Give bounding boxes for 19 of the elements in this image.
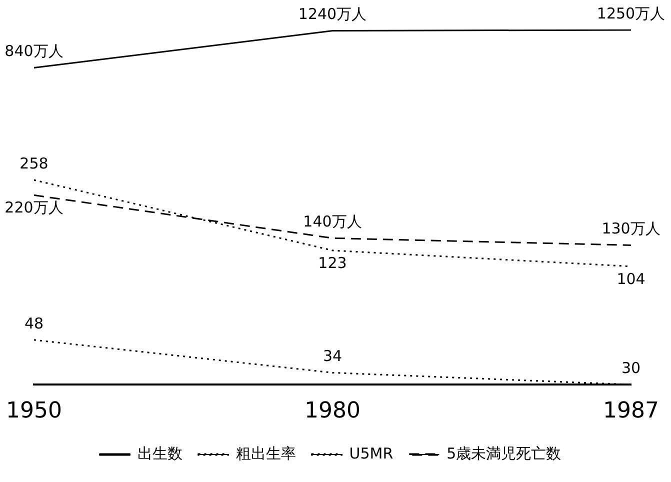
legend-label: 5歳未満児死亡数 [446, 444, 562, 462]
legend-label: 出生数 [137, 444, 182, 462]
data-label: 840万人 [4, 42, 64, 60]
data-label: 220万人 [4, 198, 64, 217]
data-label: 1240万人 [298, 5, 367, 24]
data-label: 30 [621, 358, 641, 377]
x-tick-label: 1950 [6, 398, 62, 424]
x-tick-label: 1980 [304, 398, 360, 424]
data-label: 123 [318, 254, 347, 272]
legend-label: U5MR [349, 444, 394, 462]
data-label: 1250万人 [596, 4, 666, 22]
data-label: 34 [322, 347, 342, 366]
data-label: 130万人 [602, 220, 660, 238]
data-label: 48 [24, 314, 44, 332]
data-label: 140万人 [303, 212, 362, 231]
data-label: 104 [616, 270, 646, 288]
data-label: 258 [20, 154, 48, 172]
legend-label: 粗出生率 [236, 444, 296, 462]
x-tick-label: 1987 [603, 398, 659, 424]
